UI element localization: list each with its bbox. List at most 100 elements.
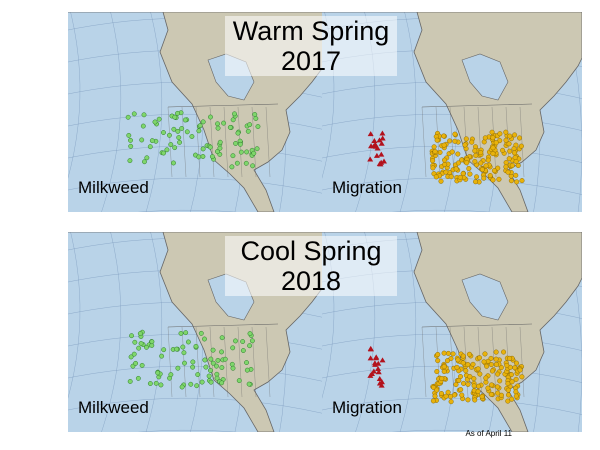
migration-sighting-marker bbox=[490, 135, 496, 141]
first-sighting-marker bbox=[370, 368, 377, 374]
panel-label: Migration bbox=[332, 398, 402, 417]
milkweed-sighting-marker bbox=[175, 128, 181, 134]
migration-sighting-marker bbox=[519, 374, 525, 380]
state-border bbox=[519, 326, 525, 398]
migration-sighting-marker bbox=[459, 157, 465, 163]
milkweed-sighting-marker bbox=[172, 114, 178, 120]
first-sighting-marker bbox=[372, 141, 379, 147]
milkweed-sighting-marker bbox=[214, 375, 220, 381]
panel-label: Milkweed bbox=[78, 398, 149, 417]
milkweed-sighting-marker bbox=[142, 159, 147, 165]
panel-label: Milkweed bbox=[78, 178, 149, 197]
milkweed-sighting-marker bbox=[232, 111, 237, 117]
milkweed-sighting-marker bbox=[238, 149, 244, 155]
migration-sighting-marker bbox=[463, 136, 469, 142]
milkweed-sighting-marker bbox=[215, 125, 221, 131]
migration-sighting-marker bbox=[444, 358, 450, 364]
panel-label: Migration bbox=[332, 178, 402, 197]
state-border bbox=[265, 326, 271, 398]
first-sighting-marker bbox=[376, 375, 383, 381]
migration-sighting-marker bbox=[476, 383, 482, 389]
state-border bbox=[251, 106, 257, 178]
migration-sighting-marker bbox=[472, 148, 478, 154]
milkweed-sighting-marker bbox=[215, 357, 221, 363]
milkweed-sighting-marker bbox=[208, 114, 213, 120]
migration-sighting-marker bbox=[465, 362, 471, 368]
migration-sighting-marker bbox=[511, 150, 517, 156]
first-sighting-marker bbox=[376, 137, 383, 143]
milkweed-sighting-marker bbox=[233, 338, 238, 344]
milkweed-sighting-marker bbox=[230, 365, 236, 371]
milkweed-sighting-marker bbox=[175, 110, 180, 116]
migration-sighting-marker bbox=[493, 140, 499, 146]
milkweed-sighting-marker bbox=[168, 372, 174, 378]
first-sighting-marker bbox=[378, 151, 385, 157]
milkweed-sighting-marker bbox=[126, 132, 132, 138]
milkweed-sighting-marker bbox=[180, 344, 186, 350]
migration-sighting-marker bbox=[485, 157, 491, 163]
migration-sighting-marker bbox=[471, 383, 477, 389]
migration-sighting-marker bbox=[498, 364, 504, 370]
first-sighting-marker bbox=[368, 143, 375, 149]
milkweed-sighting-marker bbox=[214, 363, 219, 369]
first-sighting-marker bbox=[379, 357, 386, 363]
milkweed-sighting-marker bbox=[172, 145, 178, 151]
migration-sighting-marker bbox=[483, 379, 489, 385]
milkweed-sighting-marker bbox=[219, 335, 225, 341]
migration-sighting-marker bbox=[456, 377, 462, 383]
migration-sighting-marker bbox=[481, 359, 487, 365]
milkweed-sighting-marker bbox=[125, 114, 131, 120]
migration-sighting-marker bbox=[506, 141, 512, 147]
first-sighting-marker bbox=[367, 131, 374, 137]
milkweed-sighting-marker bbox=[147, 144, 153, 150]
migration-sighting-marker bbox=[460, 171, 466, 177]
migration-sighting-marker bbox=[507, 133, 513, 139]
migration-sighting-marker bbox=[442, 157, 448, 163]
milkweed-sighting-marker bbox=[193, 343, 199, 349]
migration-sighting-marker bbox=[517, 367, 523, 373]
migration-sighting-marker bbox=[477, 371, 483, 377]
migration-sighting-marker bbox=[495, 390, 501, 396]
migration-sighting-marker bbox=[497, 378, 503, 384]
milkweed-sighting-marker bbox=[210, 347, 216, 353]
first-sighting-marker bbox=[379, 135, 386, 141]
migration-sighting-marker bbox=[443, 169, 449, 175]
migration-sighting-marker bbox=[490, 151, 496, 157]
migration-sighting-marker bbox=[432, 149, 438, 155]
graticule-line bbox=[137, 209, 238, 212]
migration-sighting-marker bbox=[512, 365, 518, 371]
migration-sighting-marker bbox=[505, 398, 511, 404]
milkweed-sighting-marker bbox=[182, 360, 187, 366]
graticule-line bbox=[101, 12, 122, 212]
milkweed-sighting-marker bbox=[147, 381, 153, 386]
milkweed-sighting-marker bbox=[206, 373, 212, 379]
migration-sighting-marker bbox=[435, 358, 441, 364]
milkweed-sighting-marker bbox=[184, 129, 190, 135]
first-sighting-marker bbox=[371, 138, 378, 144]
milkweed-sighting-marker bbox=[203, 364, 209, 370]
milkweed-sighting-marker bbox=[244, 367, 250, 373]
graticule-line bbox=[137, 429, 238, 432]
milkweed-sighting-marker bbox=[199, 379, 205, 385]
milkweed-sighting-marker bbox=[128, 354, 134, 360]
milkweed-sighting-marker bbox=[182, 117, 188, 123]
migration-sighting-marker bbox=[466, 166, 472, 172]
migration-sighting-marker bbox=[455, 357, 461, 363]
migration-sighting-marker bbox=[518, 143, 524, 149]
migration-sighting-marker bbox=[445, 350, 451, 356]
migration-sighting-marker bbox=[441, 368, 447, 374]
migration-sighting-marker bbox=[455, 160, 461, 166]
milkweed-sighting-marker bbox=[196, 128, 202, 134]
milkweed-sighting-marker bbox=[219, 349, 224, 355]
migration-sighting-marker bbox=[496, 176, 502, 182]
migration-sighting-marker bbox=[465, 381, 471, 387]
migration-sighting-marker bbox=[508, 372, 514, 378]
milkweed-sighting-marker bbox=[127, 379, 133, 384]
migration-sighting-marker bbox=[504, 362, 510, 368]
milkweed-sighting-marker bbox=[152, 119, 158, 125]
milkweed-sighting-marker bbox=[222, 356, 228, 362]
migration-sighting-marker bbox=[472, 397, 478, 403]
milkweed-sighting-marker bbox=[179, 384, 185, 390]
state-border bbox=[195, 106, 201, 178]
migration-sighting-marker bbox=[483, 375, 489, 381]
